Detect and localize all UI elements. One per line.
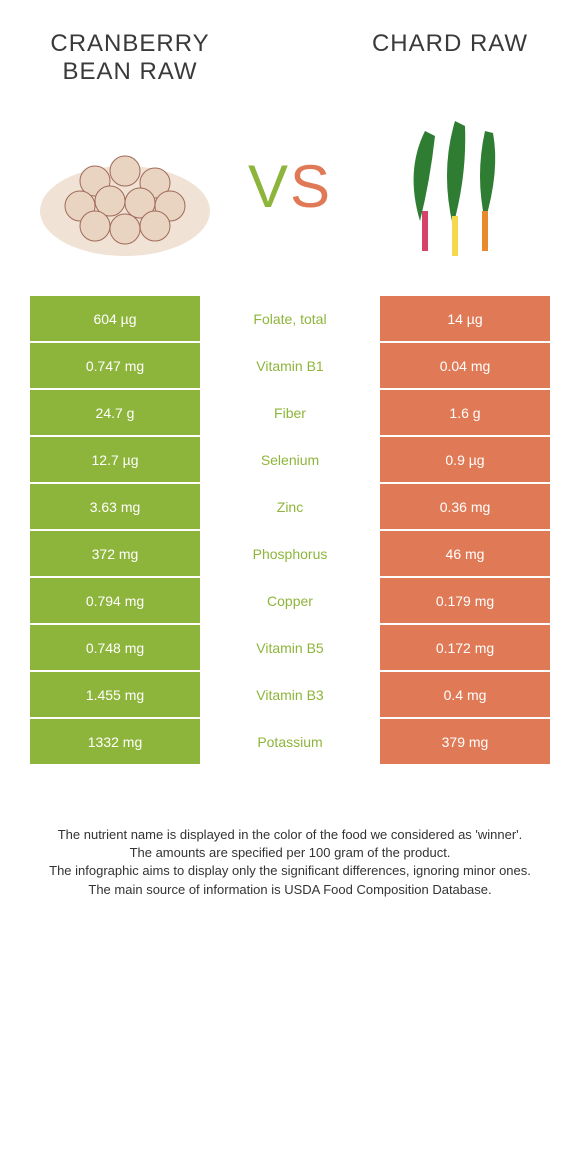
food1-image [30, 106, 220, 266]
nutrient-row: 0.747 mgVitamin B10.04 mg [30, 343, 550, 390]
footer-line1: The nutrient name is displayed in the co… [30, 826, 550, 844]
food2-value: 14 µg [380, 296, 550, 341]
nutrient-row: 3.63 mgZinc0.36 mg [30, 484, 550, 531]
food2-value: 379 mg [380, 719, 550, 764]
nutrient-name: Folate, total [200, 296, 380, 341]
food2-value: 0.9 µg [380, 437, 550, 482]
nutrient-row: 0.748 mgVitamin B50.172 mg [30, 625, 550, 672]
food1-value: 3.63 mg [30, 484, 200, 529]
food1-value: 1.455 mg [30, 672, 200, 717]
nutrient-name: Potassium [200, 719, 380, 764]
food1-value: 1332 mg [30, 719, 200, 764]
food2-value: 46 mg [380, 531, 550, 576]
vs-v: V [248, 153, 290, 220]
images-row: VS [0, 96, 580, 296]
nutrient-row: 1.455 mgVitamin B30.4 mg [30, 672, 550, 719]
food2-value: 0.04 mg [380, 343, 550, 388]
footer: The nutrient name is displayed in the co… [0, 766, 580, 929]
nutrient-name: Selenium [200, 437, 380, 482]
nutrient-name: Vitamin B3 [200, 672, 380, 717]
food1-value: 24.7 g [30, 390, 200, 435]
nutrient-row: 0.794 mgCopper0.179 mg [30, 578, 550, 625]
nutrient-table: 604 µgFolate, total14 µg0.747 mgVitamin … [0, 296, 580, 766]
nutrient-name: Copper [200, 578, 380, 623]
nutrient-row: 1332 mgPotassium379 mg [30, 719, 550, 766]
nutrient-name: Vitamin B5 [200, 625, 380, 670]
food1-value: 0.748 mg [30, 625, 200, 670]
food2-value: 1.6 g [380, 390, 550, 435]
nutrient-row: 12.7 µgSelenium0.9 µg [30, 437, 550, 484]
food1-value: 12.7 µg [30, 437, 200, 482]
food1-value: 0.794 mg [30, 578, 200, 623]
nutrient-name: Fiber [200, 390, 380, 435]
food1-value: 372 mg [30, 531, 200, 576]
footer-line2: The amounts are specified per 100 gram o… [30, 844, 550, 862]
food2-image [360, 106, 550, 266]
food2-value: 0.172 mg [380, 625, 550, 670]
footer-line4: The main source of information is USDA F… [30, 881, 550, 899]
nutrient-name: Vitamin B1 [200, 343, 380, 388]
food2-value: 0.179 mg [380, 578, 550, 623]
food1-value: 0.747 mg [30, 343, 200, 388]
food1-title: CRANBERRY BEAN RAW [30, 30, 230, 86]
vs-s: S [290, 153, 332, 220]
footer-line3: The infographic aims to display only the… [30, 862, 550, 880]
nutrient-row: 24.7 gFiber1.6 g [30, 390, 550, 437]
header: CRANBERRY BEAN RAW CHARD RAW [0, 0, 580, 96]
vs-label: VS [248, 152, 332, 221]
food2-title: CHARD RAW [350, 30, 550, 58]
nutrient-name: Zinc [200, 484, 380, 529]
food2-value: 0.36 mg [380, 484, 550, 529]
nutrient-row: 372 mgPhosphorus46 mg [30, 531, 550, 578]
nutrient-row: 604 µgFolate, total14 µg [30, 296, 550, 343]
food2-value: 0.4 mg [380, 672, 550, 717]
food1-value: 604 µg [30, 296, 200, 341]
nutrient-name: Phosphorus [200, 531, 380, 576]
